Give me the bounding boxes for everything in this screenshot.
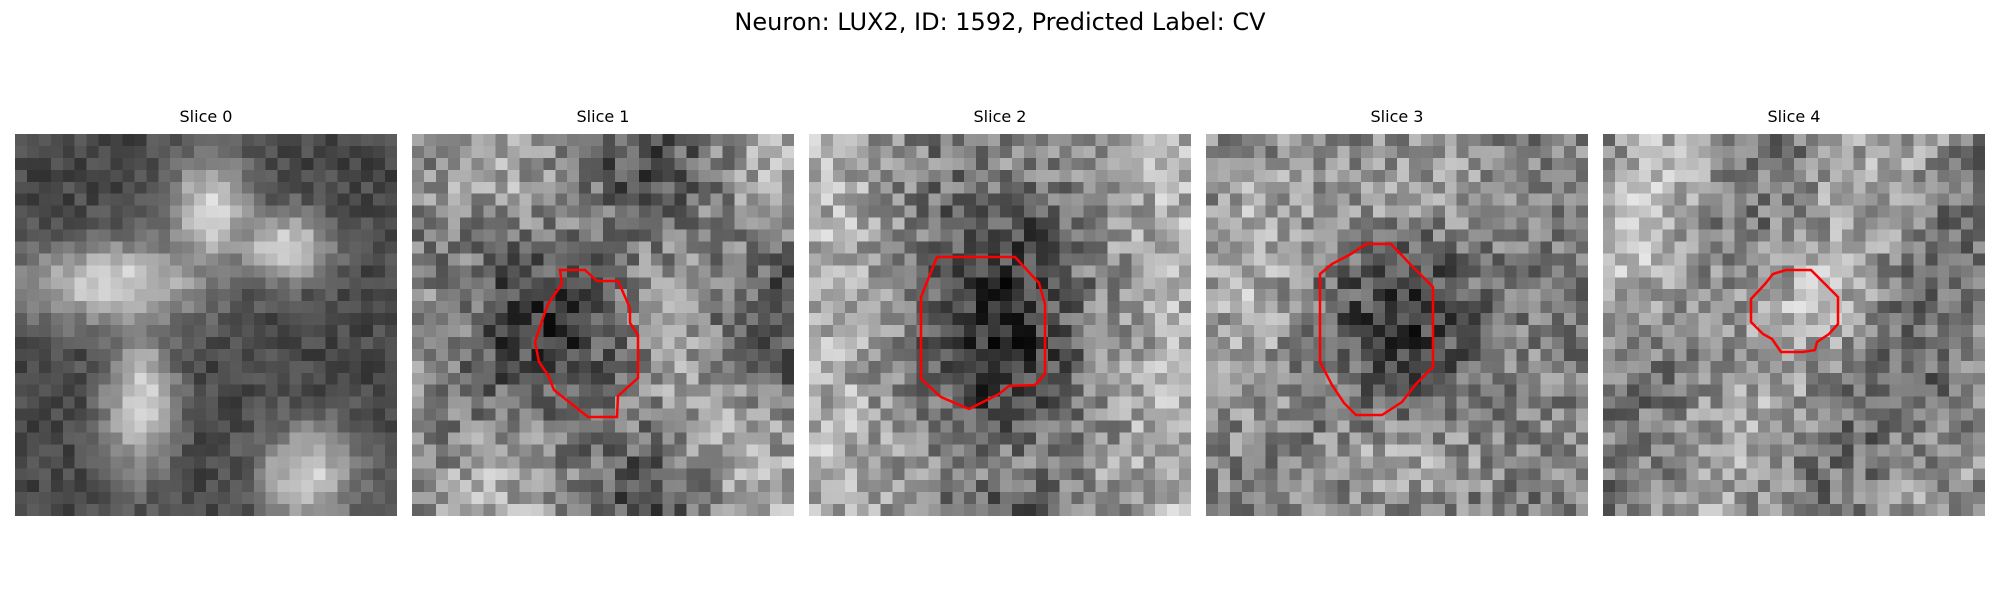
slice-image-3: [1206, 134, 1588, 516]
slice-panel-2: Slice 2: [809, 106, 1191, 516]
slice-title-4: Slice 4: [1767, 107, 1821, 126]
slice-panel-3: Slice 3: [1206, 106, 1588, 516]
slice-panel-1: Slice 1: [412, 106, 794, 516]
slice-contour-3: [1318, 242, 1435, 417]
slice-panel-0: Slice 0: [15, 106, 397, 516]
slice-contour-1: [533, 268, 640, 419]
slice-image-1: [412, 134, 794, 516]
slice-image-0: [15, 134, 397, 516]
slice-contour-4: [1749, 268, 1840, 354]
slice-panel-4: Slice 4: [1603, 106, 1985, 516]
slice-contour-2: [919, 255, 1047, 411]
slice-image-4: [1603, 134, 1985, 516]
slice-title-0: Slice 0: [179, 107, 233, 126]
slice-title-3: Slice 3: [1370, 107, 1424, 126]
figure-title: Neuron: LUX2, ID: 1592, Predicted Label:…: [734, 8, 1266, 36]
slice-image-2: [809, 134, 1191, 516]
slice-title-1: Slice 1: [576, 107, 630, 126]
slice-title-2: Slice 2: [973, 107, 1027, 126]
